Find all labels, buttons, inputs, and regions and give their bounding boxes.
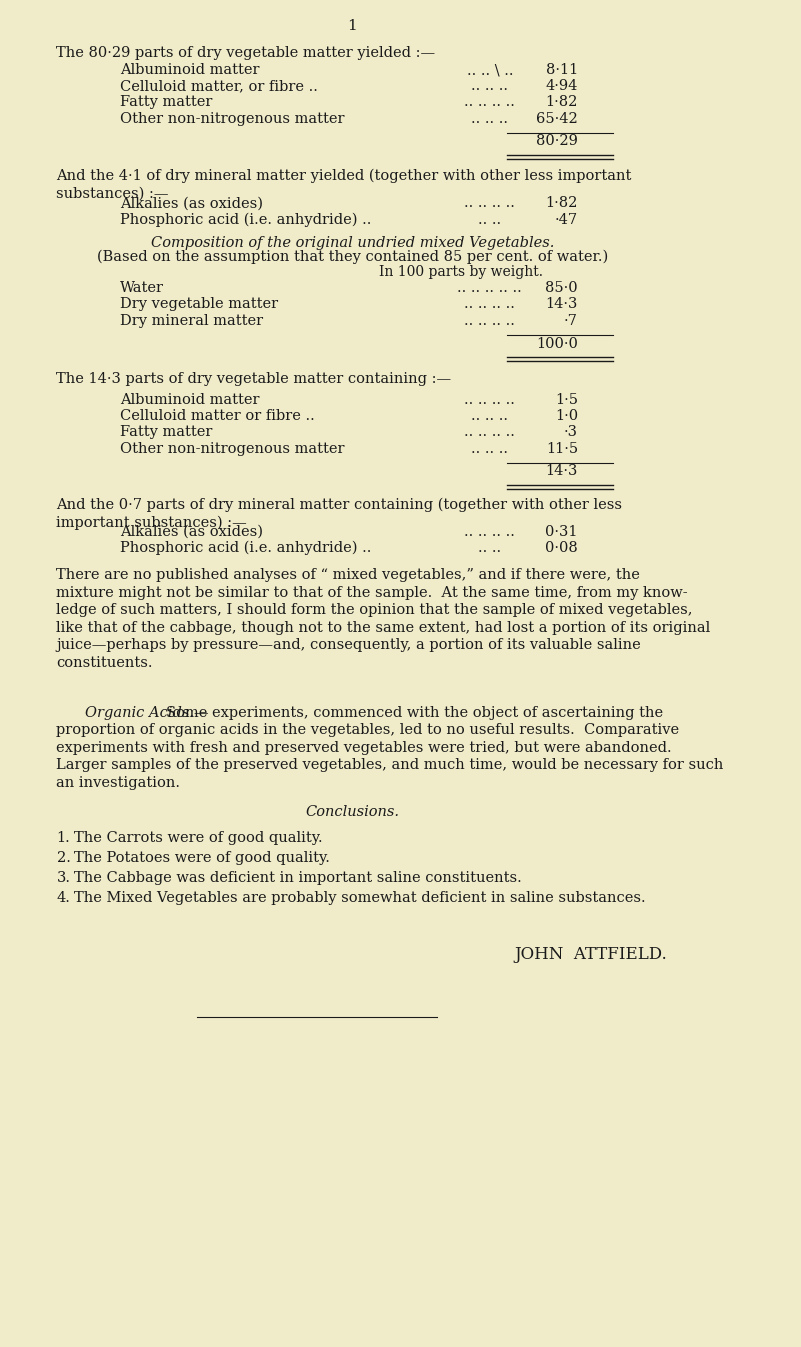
Text: important substances) :—: important substances) :— xyxy=(56,516,248,529)
Text: 1.: 1. xyxy=(57,831,70,845)
Text: The Potatoes were of good quality.: The Potatoes were of good quality. xyxy=(74,851,330,865)
Text: .. .. .. ..: .. .. .. .. xyxy=(465,426,515,439)
Text: The 80·29 parts of dry vegetable matter yielded :—: The 80·29 parts of dry vegetable matter … xyxy=(56,46,436,59)
Text: 0·08: 0·08 xyxy=(545,541,578,555)
Text: .. .. .. ..: .. .. .. .. xyxy=(465,393,515,407)
Text: Phosphoric acid (i.e. anhydride) ..: Phosphoric acid (i.e. anhydride) .. xyxy=(120,541,371,555)
Text: .. ..: .. .. xyxy=(478,541,501,555)
Text: 8·11: 8·11 xyxy=(545,63,578,77)
Text: .. .. ..: .. .. .. xyxy=(471,409,509,423)
Text: 4·94: 4·94 xyxy=(545,79,578,93)
Text: Dry mineral matter: Dry mineral matter xyxy=(120,314,263,327)
Text: mixture might not be similar to that of the sample.  At the same time, from my k: mixture might not be similar to that of … xyxy=(56,586,688,599)
Text: experiments with fresh and preserved vegetables were tried, but were abandoned.: experiments with fresh and preserved veg… xyxy=(56,741,672,754)
Text: substances) :—: substances) :— xyxy=(56,187,169,201)
Text: Alkalies (as oxides): Alkalies (as oxides) xyxy=(120,197,263,210)
Text: Some experiments, commenced with the object of ascertaining the: Some experiments, commenced with the obj… xyxy=(166,706,662,719)
Text: .. .. .. ..: .. .. .. .. xyxy=(465,525,515,539)
Text: Other non-nitrogenous matter: Other non-nitrogenous matter xyxy=(120,442,344,455)
Text: 1·5: 1·5 xyxy=(555,393,578,407)
Text: .. .. \ ..: .. .. \ .. xyxy=(466,63,513,77)
Text: Alkalies (as oxides): Alkalies (as oxides) xyxy=(120,525,263,539)
Text: ledge of such matters, I should form the opinion that the sample of mixed vegeta: ledge of such matters, I should form the… xyxy=(56,603,693,617)
Text: .. .. .. ..: .. .. .. .. xyxy=(465,298,515,311)
Text: .. .. ..: .. .. .. xyxy=(471,112,509,125)
Text: ·7: ·7 xyxy=(564,314,578,327)
Text: ·3: ·3 xyxy=(564,426,578,439)
Text: .. .. ..: .. .. .. xyxy=(471,79,509,93)
Text: .. .. .. ..: .. .. .. .. xyxy=(465,96,515,109)
Text: JOHN  ATTFIELD.: JOHN ATTFIELD. xyxy=(514,946,667,963)
Text: Water: Water xyxy=(120,282,164,295)
Text: 100·0: 100·0 xyxy=(536,337,578,350)
Text: The Mixed Vegetables are probably somewhat deficient in saline substances.: The Mixed Vegetables are probably somewh… xyxy=(74,892,646,905)
Text: 65·42: 65·42 xyxy=(536,112,578,125)
Text: The Cabbage was deficient in important saline constituents.: The Cabbage was deficient in important s… xyxy=(74,872,521,885)
Text: Fatty matter: Fatty matter xyxy=(120,426,212,439)
Text: Other non-nitrogenous matter: Other non-nitrogenous matter xyxy=(120,112,344,125)
Text: Composition of the original undried mixed Vegetables.: Composition of the original undried mixe… xyxy=(151,236,554,249)
Text: 80·29: 80·29 xyxy=(536,135,578,148)
Text: Albuminoid matter: Albuminoid matter xyxy=(120,393,260,407)
Text: The Carrots were of good quality.: The Carrots were of good quality. xyxy=(74,831,323,845)
Text: Albuminoid matter: Albuminoid matter xyxy=(120,63,260,77)
Text: 0·31: 0·31 xyxy=(545,525,578,539)
Text: There are no published analyses of “ mixed vegetables,” and if there were, the: There are no published analyses of “ mix… xyxy=(56,568,640,582)
Text: Conclusions.: Conclusions. xyxy=(305,806,400,819)
Text: 2.: 2. xyxy=(57,851,70,865)
Text: .. .. .. ..: .. .. .. .. xyxy=(465,197,515,210)
Text: an investigation.: an investigation. xyxy=(56,776,180,789)
Text: .. .. .. ..: .. .. .. .. xyxy=(465,314,515,327)
Text: .. .. .. .. ..: .. .. .. .. .. xyxy=(457,282,522,295)
Text: 14·3: 14·3 xyxy=(545,465,578,478)
Text: 3.: 3. xyxy=(57,872,70,885)
Text: 11·5: 11·5 xyxy=(545,442,578,455)
Text: Dry vegetable matter: Dry vegetable matter xyxy=(120,298,278,311)
Text: Celluloid matter, or fibre ..: Celluloid matter, or fibre .. xyxy=(120,79,318,93)
Text: And the 0·7 parts of dry mineral matter containing (together with other less: And the 0·7 parts of dry mineral matter … xyxy=(56,498,622,512)
Text: The 14·3 parts of dry vegetable matter containing :—: The 14·3 parts of dry vegetable matter c… xyxy=(56,372,452,385)
Text: 1·82: 1·82 xyxy=(545,96,578,109)
Text: proportion of organic acids in the vegetables, led to no useful results.  Compar: proportion of organic acids in the veget… xyxy=(56,723,679,737)
Text: Phosphoric acid (i.e. anhydride) ..: Phosphoric acid (i.e. anhydride) .. xyxy=(120,213,371,226)
Text: constituents.: constituents. xyxy=(56,656,153,669)
Text: (Based on the assumption that they contained 85 per cent. of water.): (Based on the assumption that they conta… xyxy=(97,251,608,264)
Text: .. .. ..: .. .. .. xyxy=(471,442,509,455)
Text: .. ..: .. .. xyxy=(478,213,501,226)
Text: 4.: 4. xyxy=(57,892,70,905)
Text: juice—perhaps by pressure—and, consequently, a portion of its valuable saline: juice—perhaps by pressure—and, consequen… xyxy=(56,638,641,652)
Text: Fatty matter: Fatty matter xyxy=(120,96,212,109)
Text: ·47: ·47 xyxy=(555,213,578,226)
Text: Larger samples of the preserved vegetables, and much time, would be necessary fo: Larger samples of the preserved vegetabl… xyxy=(56,758,724,772)
Text: like that of the cabbage, though not to the same extent, had lost a portion of i: like that of the cabbage, though not to … xyxy=(56,621,710,634)
Text: 85·0: 85·0 xyxy=(545,282,578,295)
Text: 1·0: 1·0 xyxy=(555,409,578,423)
Text: 1·82: 1·82 xyxy=(545,197,578,210)
Text: 1: 1 xyxy=(348,19,357,32)
Text: In 100 parts by weight.: In 100 parts by weight. xyxy=(379,265,542,279)
Text: Organic Acids.—: Organic Acids.— xyxy=(85,706,208,719)
Text: Celluloid matter or fibre ..: Celluloid matter or fibre .. xyxy=(120,409,315,423)
Text: 14·3: 14·3 xyxy=(545,298,578,311)
Text: And the 4·1 of dry mineral matter yielded (together with other less important: And the 4·1 of dry mineral matter yielde… xyxy=(56,170,632,183)
